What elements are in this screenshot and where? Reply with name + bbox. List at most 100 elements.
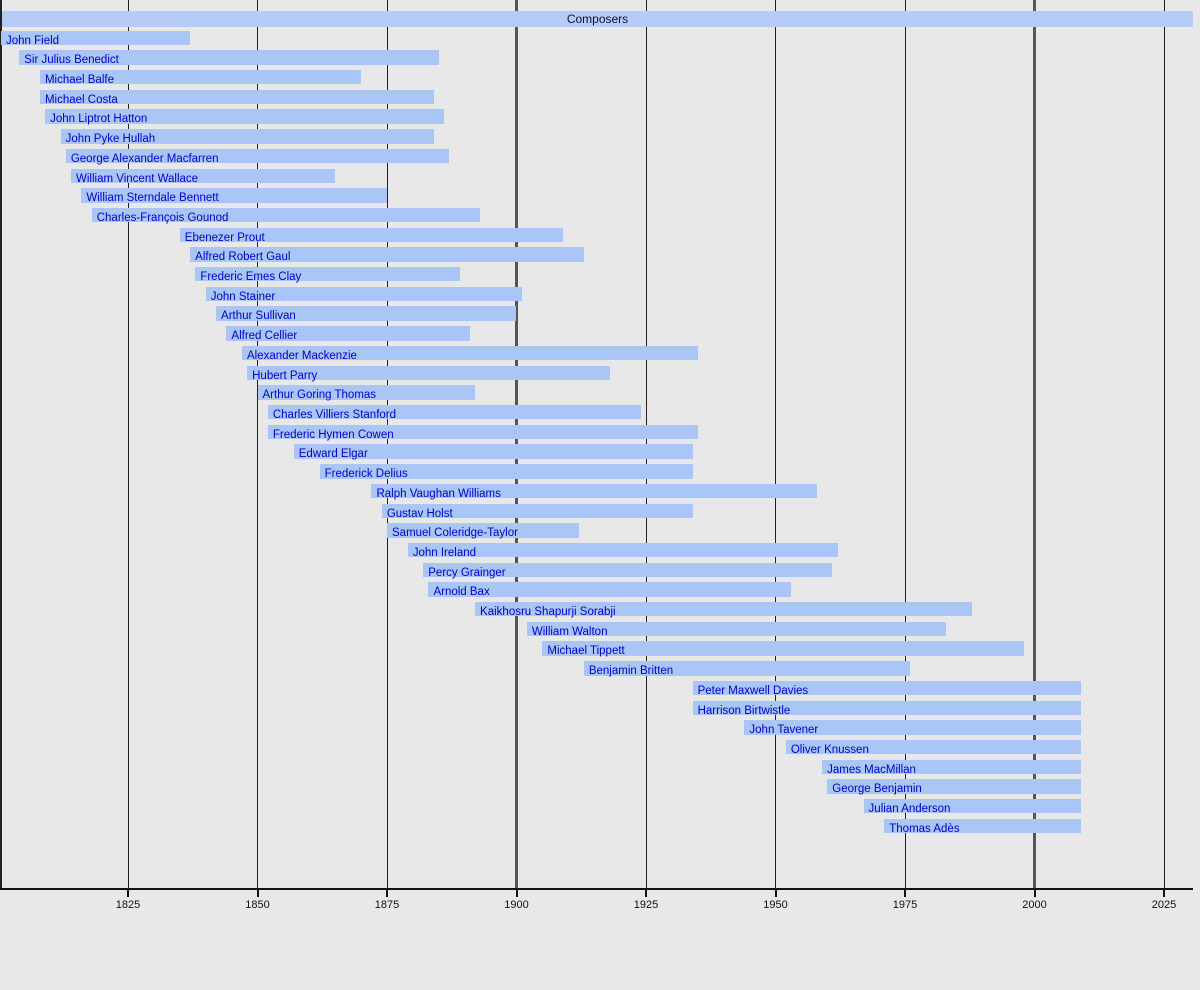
axis-tick-label: 1900: [504, 899, 529, 911]
timeline-bar: John Pyke Hullah: [60, 129, 434, 146]
timeline-bar: Arthur Sullivan: [216, 306, 517, 323]
gridline-1825: [127, 0, 129, 889]
timeline-bar: James MacMillan: [822, 759, 1082, 776]
axis-tick-1850: [256, 890, 259, 897]
axis-tick-label: 1825: [115, 899, 141, 911]
timeline-bar: John Ireland: [407, 542, 838, 559]
timeline-bar: Oliver Knussen: [785, 739, 1082, 756]
gridline-2000: [1033, 0, 1036, 889]
composer-label: John Pyke Hullah: [65, 133, 156, 146]
composer-label: Michael Costa: [44, 93, 118, 106]
timeline-bar: Percy Grainger: [423, 562, 833, 579]
timeline-bar: Frederic Hymen Cowen: [267, 424, 698, 441]
axis-tick-1975: [904, 890, 906, 897]
gridline-1950: [775, 0, 776, 889]
axis-tick-1925: [645, 890, 647, 897]
composer-label: Arnold Bax: [433, 586, 490, 599]
composer-label: John Liptrot Hatton: [50, 113, 148, 126]
composer-label: Ebenezer Prout: [184, 231, 265, 244]
composer-label: Julian Anderson: [868, 803, 951, 816]
composer-label: James MacMillan: [827, 763, 916, 776]
axis-tick-1900: [515, 890, 518, 897]
timeline-bar: John Stainer: [205, 286, 522, 303]
composer-label: Kaikhosru Shapurji Sorabji: [480, 606, 616, 619]
timeline-bar: Hubert Parry: [247, 365, 610, 382]
composer-label: John Tavener: [749, 724, 819, 737]
composer-label: Gustav Holst: [386, 507, 453, 520]
axis-tick-1875: [386, 890, 388, 897]
timeline-bar: John Field: [1, 30, 191, 47]
timeline-bar: William Sterndale Bennett: [81, 188, 387, 204]
gridline-1975: [904, 0, 906, 889]
composer-label: Percy Grainger: [428, 566, 506, 579]
timeline-bar: Alexander Mackenzie: [241, 345, 698, 362]
timeline-bar: Peter Maxwell Davies: [692, 680, 1082, 697]
timeline-bar: William Vincent Wallace: [71, 168, 336, 185]
composer-label: Alfred Cellier: [231, 330, 298, 343]
axis-tick-label: 1950: [763, 899, 788, 911]
chart-title-bar: Composers: [2, 11, 1193, 27]
composer-label: Michael Balfe: [44, 74, 114, 86]
composer-label: Charles-François Gounod: [96, 211, 229, 224]
gridline-2025: [1163, 0, 1165, 889]
axis-tick-2000: [1033, 890, 1036, 897]
timeline-bar: Benjamin Britten: [583, 661, 911, 677]
timeline-bar: Frederick Delius: [319, 464, 693, 480]
axis-tick-label: 1850: [245, 899, 270, 911]
composer-label: Oliver Knussen: [790, 743, 869, 756]
axis-tick-label: 1975: [892, 899, 918, 911]
composer-label: Alfred Robert Gaul: [195, 251, 291, 264]
composer-label: Peter Maxwell Davies: [697, 684, 809, 697]
composer-label: George Alexander Macfarren: [70, 152, 219, 165]
composer-label: Samuel Coleridge-Taylor: [392, 527, 518, 540]
composer-label: John Field: [6, 34, 60, 47]
timeline-bar: Samuel Coleridge-Taylor: [387, 523, 579, 540]
timeline-bar: Harrison Birtwistle: [692, 700, 1082, 717]
composer-label: William Walton: [531, 625, 608, 638]
composer-label: William Vincent Wallace: [76, 172, 199, 185]
timeline-bar: Alfred Robert Gaul: [190, 247, 584, 264]
axis-tick-1950: [774, 890, 777, 897]
chart-title: Composers: [566, 12, 629, 26]
composer-label: Michael Tippett: [547, 645, 625, 658]
composer-label: Arthur Goring Thomas: [262, 389, 377, 402]
timeline-bar: Ralph Vaughan Williams: [371, 483, 817, 500]
composer-label: Hubert Parry: [252, 369, 318, 382]
timeline-bar: Michael Costa: [39, 89, 434, 106]
gridline-1850: [257, 0, 258, 889]
timeline-bar: Michael Tippett: [542, 641, 1025, 658]
timeline-bar: Michael Balfe: [39, 70, 362, 86]
timeline-bar: Julian Anderson: [863, 799, 1082, 816]
composer-label: Alexander Mackenzie: [246, 349, 357, 362]
composer-label: Arthur Sullivan: [221, 310, 296, 323]
composer-label: John Ireland: [412, 546, 477, 559]
timeline-bar: Alfred Cellier: [226, 326, 470, 343]
timeline-bar: George Alexander Macfarren: [65, 148, 450, 165]
axis-tick-1825: [127, 890, 129, 897]
composer-label: Sir Julius Benedict: [24, 54, 119, 67]
axis-tick-label: 1875: [374, 899, 400, 911]
composer-label: Frederic Emes Clay: [200, 271, 302, 284]
composer-label: Ralph Vaughan Williams: [376, 487, 501, 500]
timeline-bar: John Tavener: [744, 720, 1082, 737]
timeline-bar: Charles-François Gounod: [91, 207, 481, 224]
timeline-bar: John Liptrot Hatton: [45, 109, 444, 126]
composer-label: George Benjamin: [832, 783, 922, 796]
timeline-bar: Sir Julius Benedict: [19, 50, 439, 67]
composer-label: Harrison Birtwistle: [697, 704, 791, 717]
timeline-bar: Frederic Emes Clay: [195, 267, 460, 284]
timeline-bar: Edward Elgar: [293, 444, 693, 461]
x-axis-line: [0, 888, 1193, 890]
axis-tick-label: 2000: [1022, 899, 1047, 911]
axis-tick-2025: [1163, 890, 1165, 897]
composer-label: Charles Villiers Stanford: [272, 408, 397, 421]
timeline-bar: George Benjamin: [827, 779, 1082, 796]
timeline-bar: Gustav Holst: [381, 503, 693, 520]
timeline-bar: Arthur Goring Thomas: [257, 385, 476, 402]
composer-label: Edward Elgar: [298, 448, 368, 461]
axis-tick-label: 1925: [633, 899, 659, 911]
composer-label: John Stainer: [210, 290, 276, 303]
timeline-bar: Kaikhosru Shapurji Sorabji: [475, 602, 973, 619]
